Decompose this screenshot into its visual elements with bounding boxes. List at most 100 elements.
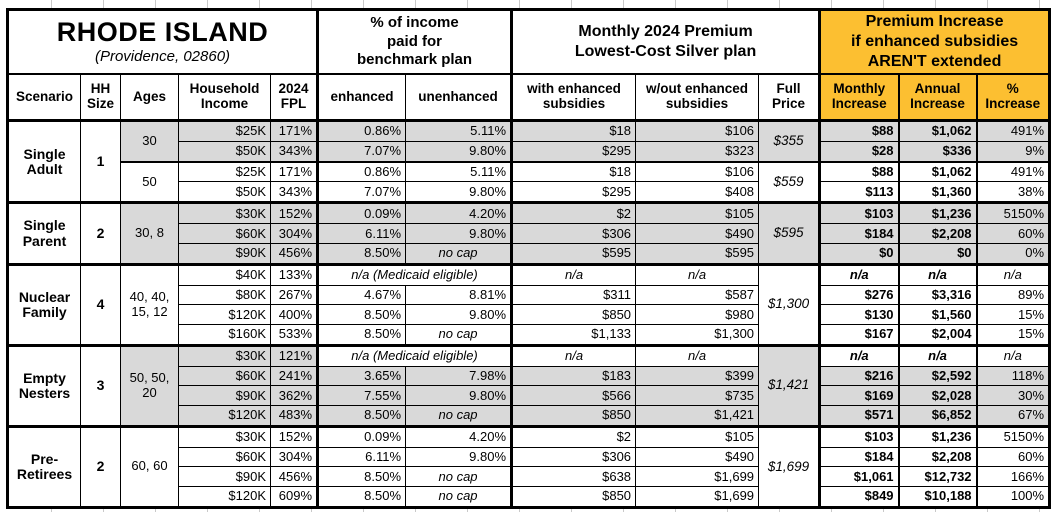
cell-full-price[interactable]: $1,421 (758, 343, 821, 427)
cell-household-income[interactable]: $80K (178, 284, 271, 306)
cell-household-income[interactable]: $25K (178, 119, 271, 142)
cell-enhanced[interactable]: 0.86% (316, 160, 407, 183)
cell-without-subsidies[interactable]: $587 (635, 284, 760, 306)
cell-full-price[interactable]: $595 (758, 201, 821, 265)
cell-enhanced[interactable]: 7.07% (316, 181, 407, 204)
cell-without-subsidies[interactable]: $490 (635, 223, 760, 244)
cell-enhanced[interactable]: 8.50% (316, 466, 407, 487)
cell-monthly-increase[interactable]: $88 (818, 119, 900, 142)
cell-monthly-increase[interactable]: $130 (818, 304, 900, 325)
cell-annual-increase[interactable]: $0 (897, 242, 978, 265)
col-header-enhanced[interactable]: enhanced (316, 73, 407, 122)
cell-with-subsidies[interactable]: $306 (510, 446, 637, 468)
cell-without-subsidies[interactable]: $1,699 (635, 466, 760, 487)
cell-unenhanced[interactable]: 9.80% (405, 140, 513, 163)
cell-fpl[interactable]: 241% (269, 365, 319, 387)
cell-ages[interactable]: 50, 50, 20 (120, 343, 179, 427)
cell-fpl[interactable]: 343% (269, 140, 319, 163)
cell-enhanced[interactable]: 7.07% (316, 140, 407, 163)
cell-fpl[interactable]: 267% (269, 284, 319, 306)
col-header-household-income[interactable]: Household Income (178, 73, 271, 122)
cell-enhanced[interactable]: 3.65% (316, 365, 407, 387)
cell-ages[interactable]: 50 (120, 160, 179, 204)
cell-unenhanced[interactable]: no cap (405, 242, 513, 265)
cell-monthly-increase[interactable]: n/a (818, 343, 900, 367)
cell-without-subsidies[interactable]: $735 (635, 385, 760, 406)
cell-household-income[interactable]: $160K (178, 323, 271, 346)
cell-pct-increase[interactable]: 166% (975, 466, 1051, 487)
cell-household-income[interactable]: $30K (178, 424, 271, 448)
cell-monthly-increase[interactable]: $103 (818, 201, 900, 225)
cell-monthly-increase[interactable]: n/a (818, 262, 900, 286)
cell-medicaid-note[interactable]: n/a (Medicaid eligible) (316, 343, 513, 367)
cell-household-income[interactable]: $90K (178, 385, 271, 406)
cell-hh-size[interactable]: 2 (80, 424, 121, 509)
cell-household-income[interactable]: $120K (178, 404, 271, 427)
cell-pct-increase[interactable]: 0% (975, 242, 1051, 265)
cell-fpl[interactable]: 533% (269, 323, 319, 346)
cell-enhanced[interactable]: 6.11% (316, 446, 407, 468)
cell-without-subsidies[interactable]: $105 (635, 201, 760, 225)
cell-annual-increase[interactable]: $6,852 (897, 404, 978, 427)
cell-annual-increase[interactable]: $10,188 (897, 485, 978, 509)
cell-unenhanced[interactable]: 9.80% (405, 223, 513, 244)
cell-annual-increase[interactable]: $2,028 (897, 385, 978, 406)
cell-fpl[interactable]: 483% (269, 404, 319, 427)
cell-scenario[interactable]: Empty Nesters (7, 343, 81, 427)
cell-fpl[interactable]: 152% (269, 424, 319, 448)
cell-unenhanced[interactable]: 5.11% (405, 119, 513, 142)
cell-annual-increase[interactable]: $1,560 (897, 304, 978, 325)
cell-monthly-increase[interactable]: $169 (818, 385, 900, 406)
cell-with-subsidies[interactable]: $306 (510, 223, 637, 244)
group-header-benchmark[interactable]: % of income paid for benchmark plan (316, 9, 513, 75)
cell-scenario[interactable]: Single Adult (7, 118, 81, 204)
cell-full-price[interactable]: $1,300 (758, 262, 821, 346)
cell-without-subsidies[interactable]: $980 (635, 304, 760, 325)
cell-monthly-increase[interactable]: $1,061 (818, 466, 900, 487)
cell-without-subsidies[interactable]: $1,300 (635, 323, 760, 346)
group-header-increase[interactable]: Premium Increase if enhanced subsidies A… (818, 9, 1051, 75)
cell-without-subsidies[interactable]: $399 (635, 365, 760, 387)
cell-monthly-increase[interactable]: $184 (818, 446, 900, 468)
cell-ages[interactable]: 60, 60 (120, 424, 179, 509)
cell-fpl[interactable]: 171% (269, 160, 319, 183)
cell-enhanced[interactable]: 0.86% (316, 119, 407, 142)
cell-unenhanced[interactable]: no cap (405, 485, 513, 509)
cell-fpl[interactable]: 152% (269, 201, 319, 225)
cell-fpl[interactable]: 121% (269, 343, 319, 367)
cell-unenhanced[interactable]: 4.20% (405, 201, 513, 225)
cell-fpl[interactable]: 456% (269, 242, 319, 265)
cell-pct-increase[interactable]: 9% (975, 140, 1051, 163)
col-header-ages[interactable]: Ages (120, 73, 179, 122)
cell-with-subsidies[interactable]: $18 (510, 160, 637, 183)
col-header-hh-size[interactable]: HH Size (80, 73, 121, 122)
cell-scenario[interactable]: Single Parent (7, 201, 81, 265)
cell-monthly-increase[interactable]: $276 (818, 284, 900, 306)
cell-enhanced[interactable]: 0.09% (316, 424, 407, 448)
cell-pct-increase[interactable]: 118% (975, 365, 1051, 387)
cell-annual-increase[interactable]: $1,236 (897, 424, 978, 448)
cell-enhanced[interactable]: 8.50% (316, 323, 407, 346)
cell-household-income[interactable]: $60K (178, 223, 271, 244)
cell-unenhanced[interactable]: 9.80% (405, 304, 513, 325)
cell-pct-increase[interactable]: 100% (975, 485, 1051, 509)
cell-annual-increase[interactable]: $1,062 (897, 160, 978, 183)
cell-full-price[interactable]: $1,699 (758, 424, 821, 509)
cell-with-subsidies[interactable]: $595 (510, 242, 637, 265)
cell-without-subsidies[interactable]: $490 (635, 446, 760, 468)
cell-fpl[interactable]: 362% (269, 385, 319, 406)
cell-unenhanced[interactable]: no cap (405, 404, 513, 427)
cell-fpl[interactable]: 400% (269, 304, 319, 325)
col-header-monthly-increase[interactable]: Monthly Increase (818, 73, 900, 122)
cell-medicaid-note[interactable]: n/a (Medicaid eligible) (316, 262, 513, 286)
cell-annual-increase[interactable]: $2,208 (897, 223, 978, 244)
cell-pct-increase[interactable]: 30% (975, 385, 1051, 406)
col-header-without-enhanced-subsidies[interactable]: w/out enhanced subsidies (635, 73, 760, 122)
cell-annual-increase[interactable]: $2,592 (897, 365, 978, 387)
cell-without-subsidies[interactable]: $408 (635, 181, 760, 204)
cell-unenhanced[interactable]: 8.81% (405, 284, 513, 306)
cell-annual-increase[interactable]: n/a (897, 343, 978, 367)
cell-household-income[interactable]: $120K (178, 485, 271, 509)
cell-without-subsidies[interactable]: $106 (635, 160, 760, 183)
cell-with-subsidies[interactable]: n/a (510, 262, 637, 286)
